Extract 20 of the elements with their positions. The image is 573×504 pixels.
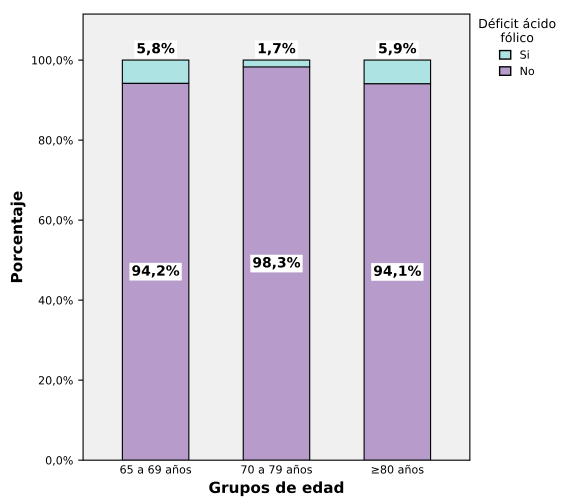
y-tick-label: 0,0% (46, 456, 73, 466)
y-tick-label: 100,0% (32, 56, 73, 66)
data-label: 98,3% (253, 257, 300, 270)
y-tick-label: 20,0% (38, 376, 73, 386)
legend-label: No (520, 66, 534, 76)
data-label: 94,1% (374, 265, 421, 278)
y-tick-label: 40,0% (38, 296, 73, 306)
legend-label: Si (520, 50, 529, 59)
data-label: 94,2% (132, 265, 180, 278)
data-label: 5,8% (137, 42, 174, 56)
y-tick-label: 60,0% (38, 216, 73, 226)
data-label: 1,7% (258, 42, 296, 56)
data-label: 5,9% (379, 42, 416, 56)
x-tick-label: ≥80 años (372, 464, 424, 474)
x-tick-label: 70 a 79 años (241, 464, 312, 474)
x-axis-title: Grupos de edad (209, 481, 344, 496)
y-tick-label: 80,0% (38, 136, 73, 146)
legend-title: Déficit ácido fólico (479, 18, 556, 42)
x-tick-label: 65 a 69 años (120, 464, 192, 474)
y-axis-title: Porcentaje (10, 192, 26, 282)
